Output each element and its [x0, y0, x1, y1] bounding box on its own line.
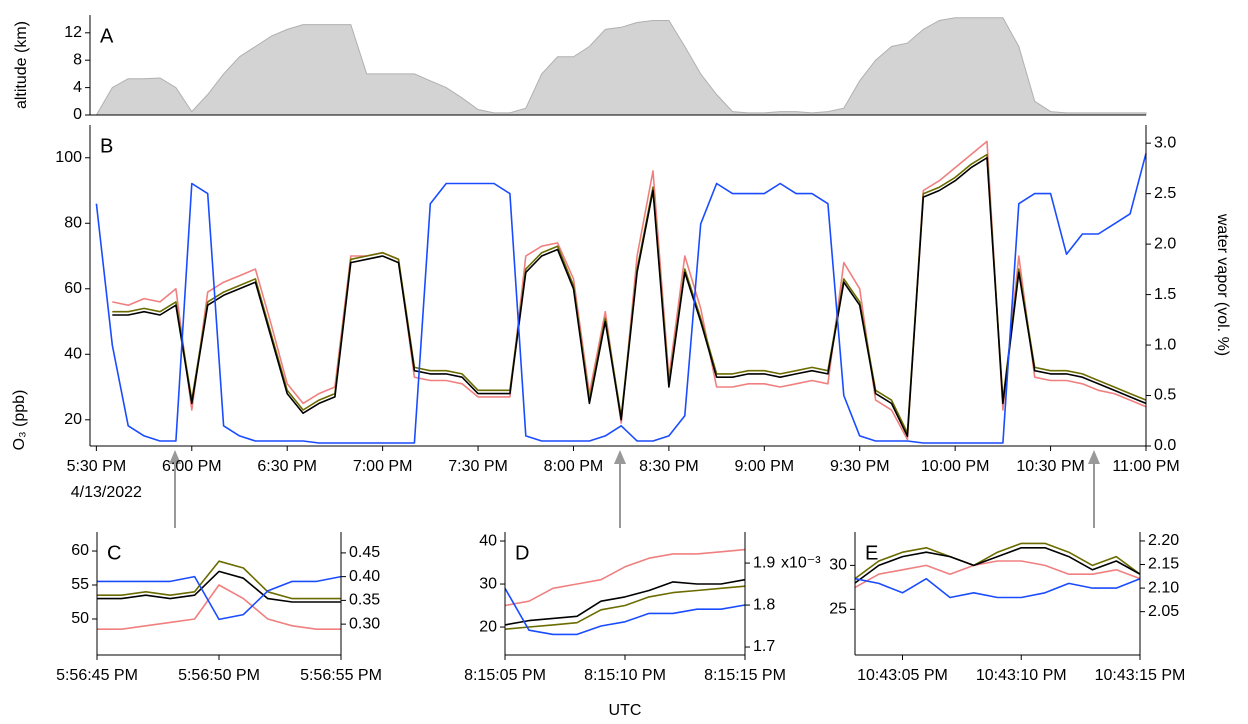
y-tick-label: 55 — [71, 576, 89, 593]
y-tick-label: 50 — [71, 610, 89, 627]
x-tick-label: 7:00 PM — [353, 458, 413, 475]
series-line — [854, 547, 1141, 584]
x-tick-label: 9:00 PM — [735, 458, 795, 475]
x-tick-label: 10:43:10 PM — [976, 667, 1067, 684]
y2-tick-label: 2.20 — [1148, 532, 1179, 549]
series-line — [504, 578, 746, 626]
y-tick-label: 100 — [55, 149, 82, 166]
x-axis-label: UTC — [609, 702, 642, 719]
y2-tick-label: 1.7 — [753, 638, 775, 655]
x-tick-label: 10:30 PM — [1016, 458, 1084, 475]
x-tick-label: 10:00 PM — [921, 458, 989, 475]
y-tick-label: 40 — [479, 532, 497, 549]
y-tick-label: 20 — [479, 618, 497, 635]
panel-label: C — [107, 542, 121, 564]
y-axis-label: O₃ (ppb) — [11, 390, 28, 451]
x-tick-label: 5:56:50 PM — [178, 667, 260, 684]
arrow-head — [169, 450, 181, 464]
y2-tick-label: 2.0 — [1154, 235, 1176, 252]
series-line — [854, 560, 1141, 589]
series-line — [97, 575, 342, 621]
series-line — [95, 153, 1147, 444]
x-tick-label: 8:15:10 PM — [584, 667, 666, 684]
y2-tick-label: 2.5 — [1154, 185, 1176, 202]
x-tick-label: 5:56:55 PM — [300, 667, 382, 684]
series-line — [97, 560, 341, 600]
y2-tick-label: 3.0 — [1154, 134, 1176, 151]
y2-tick-label: 0.45 — [349, 544, 380, 561]
x-tick-label: 10:43:15 PM — [1095, 667, 1186, 684]
y2-tick-label: 0.35 — [349, 592, 380, 609]
y-tick-label: 20 — [64, 411, 82, 428]
series-line — [504, 548, 746, 607]
y2-tick-label: 1.0 — [1154, 336, 1176, 353]
y-tick-label: 30 — [479, 575, 497, 592]
y-tick-label: 60 — [71, 542, 89, 559]
y2-tick-label: 2.10 — [1148, 579, 1179, 596]
y-tick-label: 80 — [64, 214, 82, 231]
x-tick-label: 6:30 PM — [257, 458, 317, 475]
y-tick-label: 0 — [73, 106, 82, 123]
panel-label: E — [865, 542, 878, 564]
y2-tick-label: 1.8 — [753, 596, 775, 613]
x-tick-label: 5:56:45 PM — [56, 667, 138, 684]
y2-tick-label: 0.0 — [1154, 437, 1176, 454]
y2-tick-label: 2.15 — [1148, 556, 1179, 573]
x-tick-label: 7:30 PM — [448, 458, 508, 475]
arrow-head — [1088, 450, 1100, 464]
y2-tick-label: 1.9 — [753, 554, 775, 571]
arrows — [169, 450, 1100, 528]
x-tick-label: 8:30 PM — [639, 458, 699, 475]
series-line — [112, 157, 1147, 437]
x-tick-label: 10:43:05 PM — [857, 667, 948, 684]
series-line — [854, 542, 1141, 580]
y-tick-label: 30 — [829, 557, 847, 574]
y2-tick-label: 2.05 — [1148, 603, 1179, 620]
series-line — [97, 570, 341, 603]
y2-tick-label: 0.30 — [349, 615, 380, 632]
altitude-area — [95, 17, 1147, 116]
y2-tick-label: 0.5 — [1154, 387, 1176, 404]
y-tick-label: 12 — [64, 24, 82, 41]
series-line — [112, 140, 1147, 441]
panel-label: A — [100, 25, 114, 47]
x-tick-label: 8:15:05 PM — [464, 667, 546, 684]
y-tick-label: 60 — [64, 280, 82, 297]
x-tick-label: 9:30 PM — [830, 458, 890, 475]
series-line — [854, 577, 1141, 599]
panel-label: B — [100, 135, 113, 157]
x-tick-label: 8:15:15 PM — [704, 667, 786, 684]
y2-axis-label: water vapor (vol. %) — [1214, 213, 1231, 356]
x-tick-label: 11:00 PM — [1112, 458, 1179, 475]
y-tick-label: 40 — [64, 346, 82, 363]
series-line — [97, 584, 341, 630]
y2-exponent: x10⁻³ — [781, 554, 821, 571]
y-tick-label: 8 — [73, 51, 82, 68]
panel-label: D — [515, 542, 529, 564]
y2-tick-label: 0.40 — [349, 568, 380, 585]
series-line — [504, 587, 746, 636]
x-tick-label: 8:00 PM — [544, 458, 604, 475]
y-axis-label: altitude (km) — [13, 21, 30, 109]
x-tick-label: 5:30 PM — [67, 458, 127, 475]
series-line — [504, 585, 746, 630]
arrow-head — [614, 450, 626, 464]
x-tick-label: 6:00 PM — [162, 458, 222, 475]
date-label: 4/13/2022 — [71, 484, 142, 501]
y-tick-label: 25 — [829, 601, 847, 618]
y-tick-label: 4 — [73, 79, 82, 96]
y2-tick-label: 1.5 — [1154, 286, 1176, 303]
